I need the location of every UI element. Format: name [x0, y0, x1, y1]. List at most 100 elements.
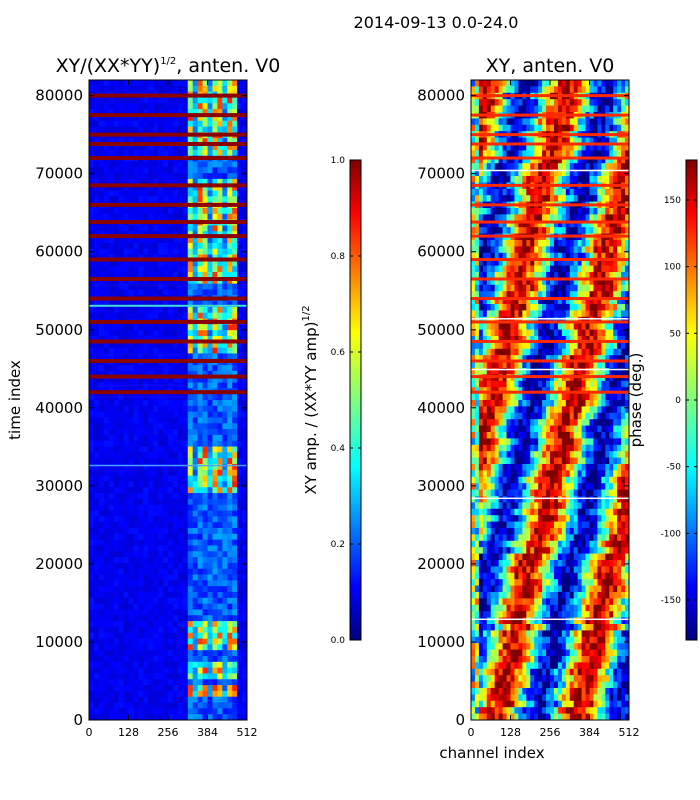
amplitude-heatmap-cell — [123, 347, 130, 355]
amplitude-heatmap-cell — [158, 347, 164, 355]
phase-heatmap-cell — [613, 86, 618, 94]
amplitude-heatmap-cell — [103, 702, 110, 709]
amplitude-heatmap-cell — [153, 149, 159, 157]
amplitude-heatmap-cell — [222, 376, 228, 384]
phase-heatmap-cell — [526, 291, 531, 299]
amplitude-heatmap-cell — [182, 283, 189, 291]
phase-heatmap-cell — [510, 259, 516, 267]
amplitude-heatmap-cell — [93, 592, 100, 599]
amplitude-heatmap-cell — [177, 353, 184, 360]
phase-heatmap-cell — [585, 118, 591, 126]
phase-heatmap-cell — [482, 272, 488, 279]
amplitude-heatmap-cell — [103, 475, 110, 483]
amplitude-heatmap-cell — [212, 149, 218, 157]
amplitude-heatmap-cell — [187, 714, 194, 720]
amplitude-heatmap-cell — [232, 306, 238, 314]
amplitude-heatmap-cell — [89, 167, 95, 174]
phase-heatmap-cell — [471, 163, 476, 171]
amplitude-heatmap-cell — [177, 597, 184, 605]
amplitude-heatmap-cell — [93, 394, 100, 401]
amplitude-heatmap-cell — [118, 85, 125, 93]
amplitude-saturated-row — [89, 358, 247, 363]
amplitude-heatmap-cell — [197, 539, 204, 547]
amplitude-heatmap-cell — [227, 109, 233, 116]
amplitude-heatmap-cell — [227, 80, 233, 87]
amplitude-heatmap-cell — [242, 493, 247, 500]
amplitude-heatmap-cell — [143, 551, 149, 558]
amplitude-heatmap-cell — [163, 248, 169, 256]
amplitude-heatmap-cell — [93, 405, 100, 413]
phase-heatmap-cell — [601, 278, 606, 286]
amplitude-heatmap-cell — [93, 528, 100, 535]
amplitude-heatmap-cell — [128, 237, 135, 244]
phase-heatmap-cell — [490, 240, 496, 247]
amplitude-heatmap-cell — [113, 85, 120, 93]
phase-heatmap-cell — [609, 137, 614, 145]
amplitude-heatmap-cell — [177, 347, 184, 355]
amplitude-heatmap-cell — [207, 324, 214, 331]
amplitude-heatmap-cell — [232, 423, 238, 430]
amplitude-heatmap-cell — [113, 103, 120, 110]
phase-heatmap-cell — [593, 246, 598, 254]
amplitude-heatmap-cell — [168, 394, 174, 401]
phase-heatmap-cell — [530, 214, 535, 222]
amplitude-heatmap-cell — [98, 161, 105, 168]
amplitude-heatmap-cell — [163, 464, 169, 471]
amplitude-heatmap-cell — [177, 225, 184, 232]
amplitude-heatmap-cell — [192, 400, 199, 407]
amplitude-heatmap-cell — [138, 260, 144, 267]
amplitude-heatmap-cell — [128, 667, 135, 675]
amplitude-heatmap-cell — [177, 277, 184, 285]
amplitude-heatmap-cell — [123, 120, 130, 128]
phase-heatmap-cell — [546, 169, 551, 177]
phase-heatmap-cell — [522, 220, 527, 228]
amplitude-heatmap-cell — [232, 469, 238, 477]
amplitude-heatmap-cell — [197, 708, 204, 715]
amplitude-heatmap-cell — [217, 603, 223, 611]
amplitude-heatmap-cell — [172, 237, 179, 244]
amplitude-heatmap-cell — [232, 225, 238, 232]
amplitude-heatmap-cell — [158, 114, 164, 122]
phase-heatmap-cell — [514, 259, 519, 267]
phase-heatmap-cell — [518, 297, 523, 305]
phase-heatmap-cell — [625, 144, 629, 151]
amplitude-heatmap-cell — [163, 690, 169, 698]
amplitude-heatmap-cell — [123, 522, 130, 529]
amplitude-heatmap-cell — [187, 609, 194, 616]
amplitude-heatmap-cell — [148, 126, 154, 133]
amplitude-heatmap-cell — [187, 516, 194, 523]
amplitude-heatmap-cell — [118, 440, 125, 448]
phase-heatmap-cell — [553, 176, 559, 183]
amplitude-heatmap-cell — [242, 475, 247, 483]
amplitude-heatmap-cell — [212, 539, 218, 547]
phase-heatmap-cell — [482, 259, 488, 267]
amplitude-heatmap-cell — [103, 80, 110, 87]
phase-heatmap-cell — [478, 144, 484, 151]
amplitude-heatmap-cell — [217, 138, 223, 145]
amplitude-heatmap-cell — [217, 103, 223, 110]
phase-heatmap-cell — [573, 137, 579, 145]
amplitude-heatmap-cell — [212, 557, 218, 564]
phase-heatmap-cell — [569, 195, 575, 203]
amplitude-heatmap-cell — [207, 469, 214, 477]
phase-heatmap-cell — [542, 163, 547, 171]
amplitude-heatmap-cell — [232, 702, 238, 709]
amplitude-heatmap-cell — [133, 632, 139, 640]
amplitude-heatmap-cell — [212, 522, 218, 529]
amplitude-heatmap-cell — [177, 464, 184, 471]
amplitude-heatmap-cell — [153, 109, 159, 116]
amplitude-heatmap-cell — [237, 365, 243, 372]
phase-heatmap-cell — [542, 195, 547, 203]
amplitude-heatmap-cell — [163, 632, 169, 640]
phase-heatmap-cell — [498, 284, 504, 292]
amplitude-heatmap-cell — [163, 545, 169, 552]
amplitude-heatmap-cell — [123, 114, 130, 122]
phase-heatmap-cell — [561, 195, 567, 203]
amplitude-heatmap-cell — [123, 638, 130, 645]
amplitude-heatmap-cell — [182, 405, 189, 413]
amplitude-heatmap-cell — [128, 324, 135, 331]
phase-heatmap-cell — [510, 208, 516, 215]
amplitude-heatmap-cell — [128, 144, 135, 151]
amplitude-heatmap-cell — [158, 103, 164, 110]
amplitude-heatmap-cell — [93, 609, 100, 616]
